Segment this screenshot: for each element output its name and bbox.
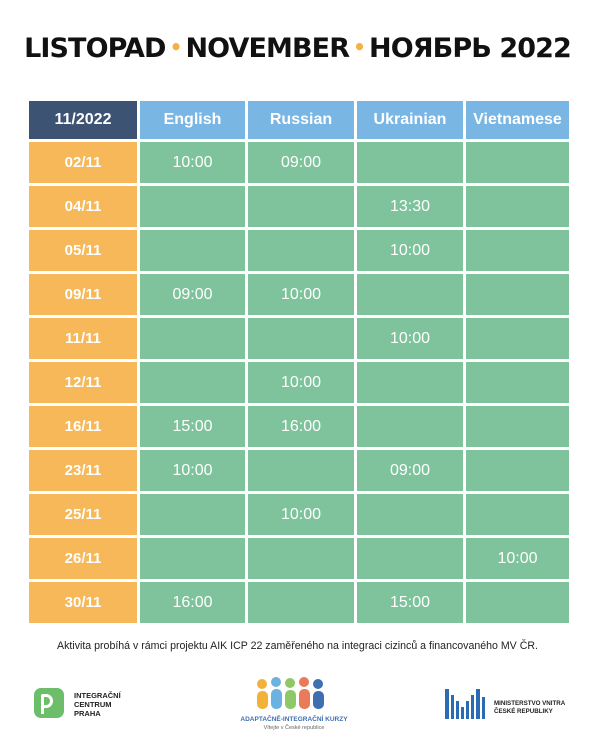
mv-logo-line: ČESKÉ REPUBLIKY (494, 707, 553, 715)
time-cell-russian: 16:00 (248, 406, 354, 447)
table-row: 30/11 16:00 15:00 (29, 582, 569, 623)
title-russian: НОЯБРЬ 2022 (369, 33, 572, 64)
time-cell-english (140, 230, 245, 271)
date-cell: 05/11 (29, 230, 137, 271)
time-cell-russian (248, 186, 354, 227)
time-cell-english: 16:00 (140, 582, 245, 623)
date-cell: 25/11 (29, 494, 137, 535)
title-english: NOVEMBER (185, 33, 350, 64)
date-cell: 16/11 (29, 406, 137, 447)
time-cell-russian: 10:00 (248, 362, 354, 403)
time-cell-russian: 10:00 (248, 274, 354, 315)
date-cell: 09/11 (29, 274, 137, 315)
time-cell-russian: 10:00 (248, 494, 354, 535)
time-cell-ukrainian (357, 142, 463, 183)
date-cell: 11/11 (29, 318, 137, 359)
time-cell-ukrainian (357, 274, 463, 315)
language-header-vietnamese: Vietnamese (466, 101, 569, 139)
aik-logo-title: ADAPTAČNĚ-INTEGRAČNÍ KURZY (240, 716, 348, 723)
table-row: 11/11 10:00 (29, 318, 569, 359)
time-cell-vietnamese (466, 406, 569, 447)
time-cell-english: 10:00 (140, 450, 245, 491)
time-cell-vietnamese (466, 142, 569, 183)
icp-logo-line: PRAHA (74, 709, 101, 718)
mv-cr-emblem-icon (445, 689, 485, 719)
time-cell-russian (248, 230, 354, 271)
table-header-row: 11/2022 English Russian Ukrainian Vietna… (29, 101, 569, 139)
time-cell-vietnamese (466, 582, 569, 623)
time-cell-russian: 09:00 (248, 142, 354, 183)
mv-logo-line: MINISTERSTVO VNITRA (494, 700, 566, 707)
time-cell-ukrainian: 13:30 (357, 186, 463, 227)
time-cell-english: 10:00 (140, 142, 245, 183)
aik-logo: ADAPTAČNĚ-INTEGRAČNÍ KURZY Vítejte v Čes… (232, 676, 356, 736)
month-header: 11/2022 (29, 101, 137, 139)
page-title: LISTOPAD • NOVEMBER • НОЯБРЬ 2022 (0, 33, 595, 64)
time-cell-english (140, 362, 245, 403)
date-cell: 12/11 (29, 362, 137, 403)
time-cell-vietnamese (466, 450, 569, 491)
date-cell: 23/11 (29, 450, 137, 491)
time-cell-english (140, 494, 245, 535)
time-cell-russian (248, 450, 354, 491)
icp-logo-line: INTEGRAČNÍ (74, 691, 121, 700)
time-cell-ukrainian: 09:00 (357, 450, 463, 491)
table-row: 23/11 10:00 09:00 (29, 450, 569, 491)
table-row: 05/11 10:00 (29, 230, 569, 271)
time-cell-vietnamese (466, 186, 569, 227)
time-cell-vietnamese (466, 494, 569, 535)
time-cell-ukrainian (357, 362, 463, 403)
date-cell: 02/11 (29, 142, 137, 183)
time-cell-ukrainian (357, 538, 463, 579)
title-czech: LISTOPAD (24, 33, 166, 64)
time-cell-ukrainian (357, 406, 463, 447)
time-cell-english (140, 538, 245, 579)
time-cell-russian (248, 582, 354, 623)
schedule-body: 02/11 10:00 09:00 04/11 13:30 05/11 10:00 09/11… (29, 142, 569, 623)
aik-people-icon (257, 677, 324, 709)
table-row: 12/11 10:00 (29, 362, 569, 403)
language-header-english: English (140, 101, 245, 139)
date-cell: 04/11 (29, 186, 137, 227)
time-cell-russian (248, 318, 354, 359)
icp-logo-line: CENTRUM (74, 700, 112, 709)
language-header-russian: Russian (248, 101, 354, 139)
time-cell-vietnamese: 10:00 (466, 538, 569, 579)
time-cell-english: 15:00 (140, 406, 245, 447)
time-cell-english: 09:00 (140, 274, 245, 315)
date-cell: 26/11 (29, 538, 137, 579)
table-row: 26/11 10:00 (29, 538, 569, 579)
date-cell: 30/11 (29, 582, 137, 623)
title-separator-dot: • (353, 35, 366, 59)
time-cell-vietnamese (466, 318, 569, 359)
table-row: 16/11 15:00 16:00 (29, 406, 569, 447)
time-cell-ukrainian: 15:00 (357, 582, 463, 623)
time-cell-russian (248, 538, 354, 579)
language-header-ukrainian: Ukrainian (357, 101, 463, 139)
time-cell-vietnamese (466, 362, 569, 403)
time-cell-ukrainian (357, 494, 463, 535)
table-row: 04/11 13:30 (29, 186, 569, 227)
aik-logo-subtitle: Vítejte v České republice (263, 725, 325, 731)
table-row: 25/11 10:00 (29, 494, 569, 535)
schedule-table: 11/2022 English Russian Ukrainian Vietna… (26, 98, 572, 626)
time-cell-ukrainian: 10:00 (357, 318, 463, 359)
time-cell-english (140, 318, 245, 359)
time-cell-vietnamese (466, 230, 569, 271)
time-cell-ukrainian: 10:00 (357, 230, 463, 271)
title-separator-dot: • (169, 35, 183, 59)
icp-logo-icon (34, 688, 64, 718)
time-cell-english (140, 186, 245, 227)
table-row: 02/11 10:00 09:00 (29, 142, 569, 183)
project-footnote: Aktivita probíhá v rámci projektu AIK IC… (57, 640, 538, 652)
time-cell-vietnamese (466, 274, 569, 315)
table-row: 09/11 09:00 10:00 (29, 274, 569, 315)
